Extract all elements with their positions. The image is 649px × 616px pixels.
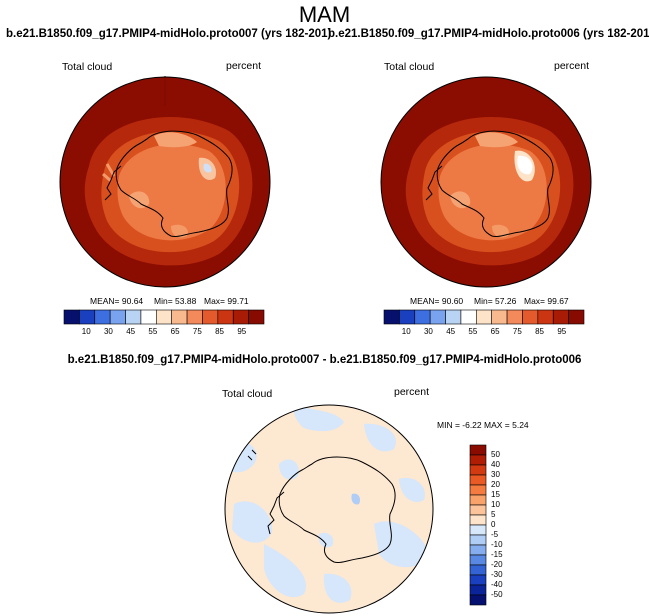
panel-3-colorbar-tick-label: 30 (491, 470, 500, 479)
panel-3-colorbar-swatch (469, 524, 487, 536)
panel-2-colorbar-swatch (445, 309, 462, 325)
panel-2-units-label: percent (554, 60, 590, 72)
panel-2-colorbar-swatch (476, 309, 492, 325)
panel-2-colorbar (383, 309, 585, 325)
panel-3-colorbar-tick-label: 0 (491, 520, 496, 529)
panel-2-colorbar-tick-label: 55 (468, 327, 478, 336)
panel-1-mean: MEAN= 90.64 (90, 296, 144, 306)
panel-3-colorbar-tick-label: 15 (491, 490, 500, 499)
panel-1-colorbar-swatch (79, 309, 96, 325)
panel-1-colorbar-swatch (217, 309, 234, 325)
panel-2-colorbar-swatch (537, 309, 554, 325)
panel-3-title: b.e21.B1850.f09_g17.PMIP4-midHolo.proto0… (67, 354, 582, 366)
panel-1-colorbar-swatch (140, 309, 157, 325)
panel-3-colorbar-swatch (469, 584, 487, 596)
panel-3-colorbar-swatch (469, 514, 487, 526)
panel-2-variable-label: Total cloud (384, 61, 435, 73)
panel-2-min: Min= 57.26 (474, 296, 517, 306)
panel-3-colorbar-tick-label: -5 (491, 530, 499, 539)
panel-3-colorbar-tick-label: -20 (491, 560, 503, 569)
panel-3-colorbar-swatch (469, 544, 487, 556)
panel-3-colorbar-tick-label: -50 (491, 590, 503, 599)
panel-1-colorbar-tick-label: 45 (126, 327, 136, 336)
page-title: MAM (298, 2, 351, 27)
panel-1-colorbar-swatch (171, 309, 188, 325)
panel-3-colorbar-swatch (469, 444, 487, 456)
panel-1-colorbar-tick-label: 10 (81, 327, 91, 336)
panel-2-colorbar-tick-label: 45 (446, 327, 456, 336)
panel-1-colorbar-swatch (248, 309, 265, 325)
panel-3-colorbar-swatch (469, 494, 487, 506)
panel-1-max: Max= 99.71 (204, 296, 249, 306)
panel-3-polar-map (224, 404, 434, 614)
panel-1-polar-map (59, 76, 271, 288)
panel-3-minmax: MIN = -6.22 MAX = 5.24 (437, 420, 529, 430)
panel-2-colorbar-swatch (383, 309, 400, 325)
panel-3-colorbar-swatch (469, 574, 487, 586)
panel-3-colorbar-swatch (469, 484, 487, 496)
panel-3-colorbar-swatch (469, 464, 487, 476)
panel-2-colorbar-swatch (414, 309, 431, 325)
panel-3-colorbar-swatch (469, 504, 487, 516)
panel-1-title: b.e21.B1850.f09_g17.PMIP4-midHolo.proto0… (6, 28, 332, 40)
panel-3-colorbar-swatch (469, 594, 487, 606)
panel-1-colorbar-swatch (232, 309, 249, 325)
panel-2-polar-map (380, 76, 592, 288)
panel-1-colorbar-tick-label: 30 (103, 327, 113, 336)
panel-3-colorbar-tick-label: 10 (491, 500, 500, 509)
panel-3-colorbar-tick-label: -10 (491, 540, 503, 549)
panel-3-colorbar-tick-label: -30 (491, 570, 503, 579)
panel-1-min: Min= 53.88 (154, 296, 197, 306)
panel-3-colorbar-swatch (469, 554, 487, 566)
panel-3-colorbar-tick-label: -40 (491, 580, 503, 589)
panel-1-colorbar-tick-label: 65 (170, 327, 180, 336)
panel-1-colorbar-swatch (186, 309, 203, 325)
panel-2-title: b.e21.B1850.f09_g17.PMIP4-midHolo.proto0… (328, 28, 649, 40)
panel-3-colorbar-tick-label: 20 (491, 480, 500, 489)
panel-1-colorbar (63, 309, 265, 325)
panel-2-colorbar-tick-label: 65 (490, 327, 500, 336)
panel-2-colorbar-swatch (399, 309, 416, 325)
panel-2-colorbar-tick-label: 30 (423, 327, 433, 336)
panel-3-colorbar-swatch (469, 534, 487, 546)
panel-2-colorbar-swatch (522, 309, 539, 325)
panel-2-colorbar-swatch (491, 309, 508, 325)
panel-3-colorbar-tick-label: -15 (491, 550, 503, 559)
panel-1-variable-label: Total cloud (62, 61, 113, 73)
panel-3-colorbar (469, 444, 487, 606)
panel-3-variable-label: Total cloud (222, 388, 273, 400)
panel-3-colorbar-swatch (469, 474, 487, 486)
panel-3-colorbar-tick-label: 40 (491, 460, 500, 469)
panel-3-colorbar-swatch (469, 564, 487, 576)
panel-1-colorbar-swatch (125, 309, 142, 325)
panel-3-colorbar-tick-label: 50 (491, 450, 500, 459)
panel-1-colorbar-swatch (63, 309, 80, 325)
panel-2-colorbar-tick-label: 75 (512, 327, 522, 336)
panel-2-colorbar-swatch (506, 309, 523, 325)
panel-3-units-label: percent (394, 386, 430, 398)
panel-1-colorbar-tick-label: 85 (215, 327, 224, 336)
panel-2-colorbar-swatch (552, 309, 569, 325)
panel-2-mean: MEAN= 90.60 (410, 296, 464, 306)
panel-1-colorbar-swatch (156, 309, 172, 325)
panel-3-colorbar-swatch (469, 454, 487, 466)
panel-1-colorbar-swatch (94, 309, 111, 325)
panel-2-colorbar-tick-label: 10 (401, 327, 411, 336)
panel-3-colorbar-tick-label: 5 (491, 510, 496, 519)
panel-2-max: Max= 99.67 (524, 296, 569, 306)
panel-2-colorbar-swatch (429, 309, 446, 325)
panel-1-colorbar-tick-label: 75 (192, 327, 202, 336)
panel-2-colorbar-tick-label: 85 (535, 327, 544, 336)
panel-1-colorbar-swatch (109, 309, 126, 325)
panel-1-colorbar-tick-label: 95 (237, 327, 247, 336)
panel-2-colorbar-tick-label: 95 (557, 327, 567, 336)
panel-1-units-label: percent (226, 60, 262, 72)
panel-2-colorbar-swatch (460, 309, 477, 325)
panel-2-colorbar-swatch (568, 309, 585, 325)
panel-1-colorbar-swatch (202, 309, 219, 325)
panel-1-colorbar-tick-label: 55 (148, 327, 158, 336)
